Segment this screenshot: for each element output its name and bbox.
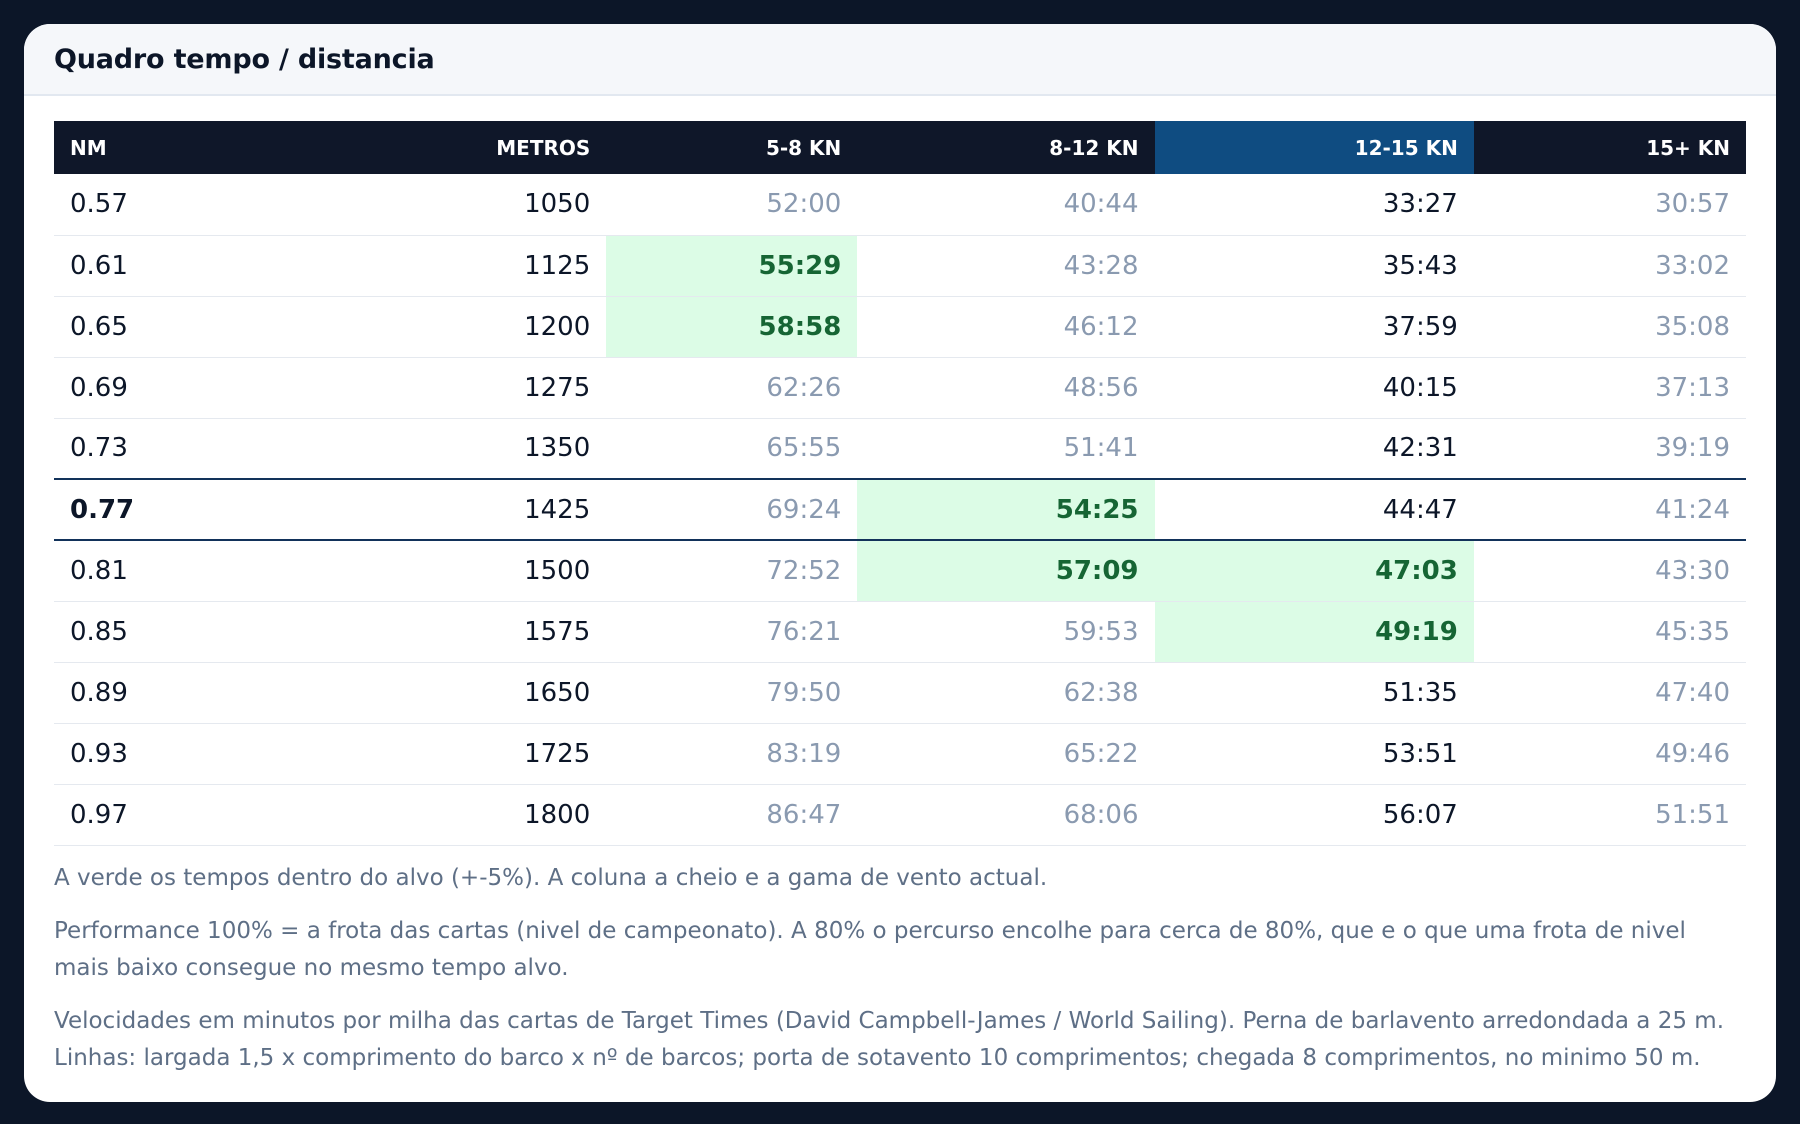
time-5-8-cell: 79:50 [606,662,858,724]
table-header-row: NM METROS 5-8 KN 8-12 KN 12-15 KN 15+ KN [54,121,1746,174]
time-5-8-cell: 76:21 [606,601,858,663]
nm-cell: 0.69 [54,357,326,419]
time-15-plus-cell: 30:57 [1473,174,1746,236]
table-row: 0.69 1275 62:26 48:56 40:15 37:13 [54,357,1746,419]
table-row: 0.93 1725 83:19 65:22 53:51 49:46 [54,723,1746,785]
time-distance-table: NM METROS 5-8 KN 8-12 KN 12-15 KN 15+ KN… [54,121,1746,846]
table-row: 0.65 1200 58:58 46:12 37:59 35:08 [54,296,1746,358]
column-header-5-8-kn: 5-8 KN [606,121,858,174]
time-distance-card: Quadro tempo / distancia NM METROS 5-8 K… [24,24,1776,1102]
metros-cell: 1350 [325,418,607,480]
time-8-12-cell: 59:53 [857,601,1155,663]
time-12-15-cell: 56:07 [1154,784,1474,846]
time-12-15-cell: 49:19 [1154,601,1474,663]
nm-cell: 0.93 [54,723,326,785]
nm-cell: 0.65 [54,296,326,358]
nm-cell: 0.97 [54,784,326,846]
note-source: Velocidades em minutos por milha das car… [54,1008,1725,1071]
nm-cell: 0.85 [54,601,326,663]
table-row: 0.89 1650 79:50 62:38 51:35 47:40 [54,662,1746,724]
metros-cell: 1575 [325,601,607,663]
time-12-15-cell: 40:15 [1154,357,1474,419]
time-12-15-cell: 35:43 [1154,235,1474,297]
time-15-plus-cell: 41:24 [1473,478,1746,541]
card-header: Quadro tempo / distancia [24,24,1776,96]
time-8-12-cell: 46:12 [857,296,1155,358]
time-8-12-cell: 48:56 [857,357,1155,419]
nm-cell: 0.61 [54,235,326,297]
time-15-plus-cell: 37:13 [1473,357,1746,419]
time-12-15-cell: 42:31 [1154,418,1474,480]
time-8-12-cell: 51:41 [857,418,1155,480]
column-header-8-12-kn: 8-12 KN [857,121,1155,174]
time-8-12-cell: 62:38 [857,662,1155,724]
time-5-8-cell: 55:29 [606,235,858,297]
time-15-plus-cell: 35:08 [1473,296,1746,358]
time-15-plus-cell: 49:46 [1473,723,1746,785]
time-12-15-cell: 33:27 [1154,174,1474,236]
time-15-plus-cell: 43:30 [1473,540,1746,602]
nm-cell: 0.57 [54,174,326,236]
time-5-8-cell: 52:00 [606,174,858,236]
time-5-8-cell: 69:24 [606,478,858,541]
time-12-15-cell: 44:47 [1154,478,1474,541]
metros-cell: 1725 [325,723,607,785]
time-12-15-cell: 53:51 [1154,723,1474,785]
metros-cell: 1500 [325,540,607,602]
nm-cell: 0.81 [54,540,326,602]
time-8-12-cell: 54:25 [857,478,1155,541]
metros-cell: 1650 [325,662,607,724]
metros-cell: 1200 [325,296,607,358]
nm-cell: 0.77 [54,478,326,541]
time-12-15-cell: 51:35 [1154,662,1474,724]
time-8-12-cell: 65:22 [857,723,1155,785]
table-row: 0.61 1125 55:29 43:28 35:43 33:02 [54,235,1746,297]
table-row: 0.97 1800 86:47 68:06 56:07 51:51 [54,784,1746,846]
time-12-15-cell: 47:03 [1154,540,1474,602]
time-15-plus-cell: 51:51 [1473,784,1746,846]
time-5-8-cell: 58:58 [606,296,858,358]
column-header-15-plus-kn: 15+ KN [1473,121,1746,174]
column-header-nm: NM [54,121,326,174]
time-5-8-cell: 86:47 [606,784,858,846]
metros-cell: 1125 [325,235,607,297]
table-row: 0.73 1350 65:55 51:41 42:31 39:19 [54,418,1746,480]
time-12-15-cell: 37:59 [1154,296,1474,358]
time-8-12-cell: 68:06 [857,784,1155,846]
column-header-metros: METROS [325,121,607,174]
table-row: 0.57 1050 52:00 40:44 33:27 30:57 [54,174,1746,236]
time-5-8-cell: 72:52 [606,540,858,602]
time-15-plus-cell: 47:40 [1473,662,1746,724]
card-title: Quadro tempo / distancia [54,43,435,75]
table-row: 0.85 1575 76:21 59:53 49:19 45:35 [54,601,1746,663]
metros-cell: 1275 [325,357,607,419]
time-5-8-cell: 62:26 [606,357,858,419]
nm-cell: 0.89 [54,662,326,724]
time-15-plus-cell: 33:02 [1473,235,1746,297]
note-legend: A verde os tempos dentro do alvo (+-5%).… [54,865,1048,891]
table-row: 0.81 1500 72:52 57:09 47:03 43:30 [54,540,1746,602]
metros-cell: 1050 [325,174,607,236]
time-15-plus-cell: 45:35 [1473,601,1746,663]
time-15-plus-cell: 39:19 [1473,418,1746,480]
time-8-12-cell: 40:44 [857,174,1155,236]
time-8-12-cell: 43:28 [857,235,1155,297]
column-header-12-15-kn: 12-15 KN [1154,121,1474,174]
time-8-12-cell: 57:09 [857,540,1155,602]
table-row: 0.77 1425 69:24 54:25 44:47 41:24 [54,478,1746,541]
time-5-8-cell: 83:19 [606,723,858,785]
metros-cell: 1800 [325,784,607,846]
time-5-8-cell: 65:55 [606,418,858,480]
notes: A verde os tempos dentro do alvo (+-5%).… [54,860,1746,1093]
nm-cell: 0.73 [54,418,326,480]
note-performance: Performance 100% = a frota das cartas (n… [54,918,1686,981]
metros-cell: 1425 [325,478,607,541]
